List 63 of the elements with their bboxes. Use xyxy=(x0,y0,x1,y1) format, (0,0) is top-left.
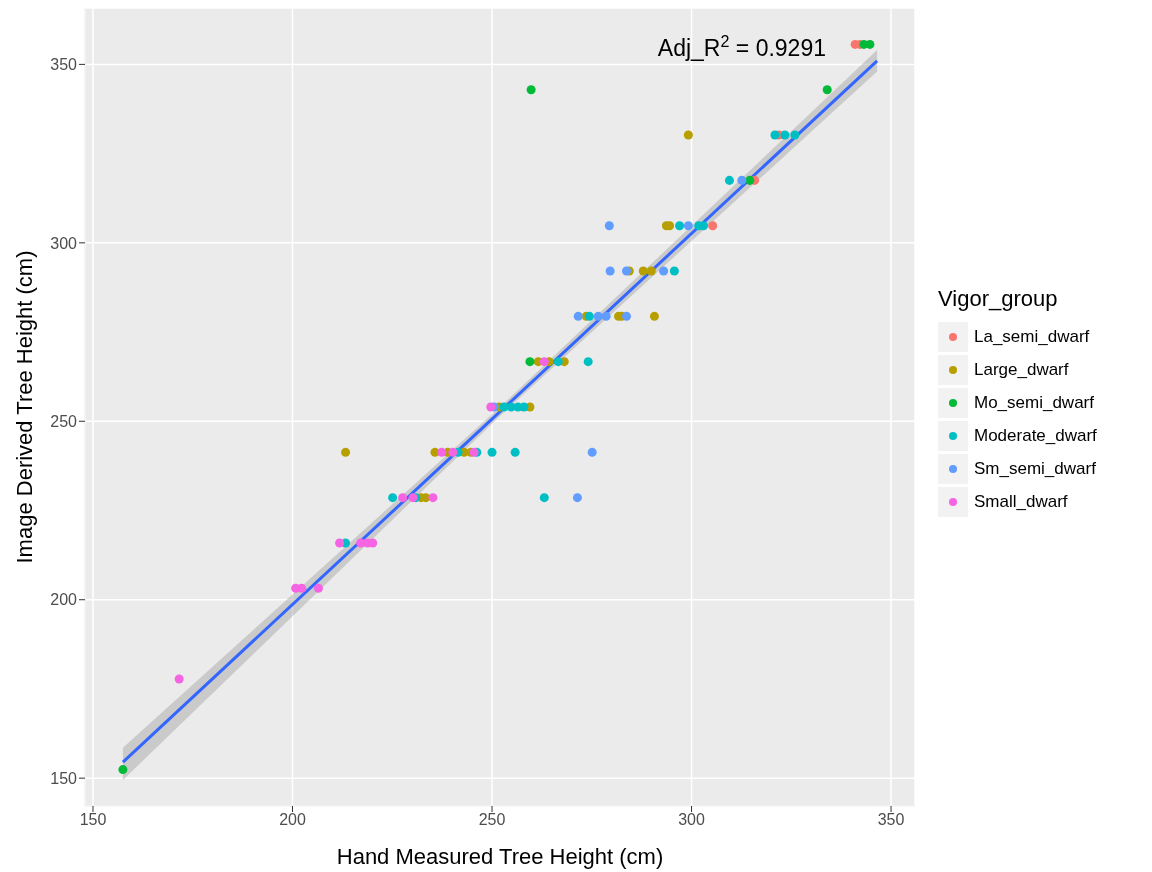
point xyxy=(649,311,659,321)
point xyxy=(519,402,529,412)
point xyxy=(388,493,398,503)
legend-label: La_semi_dwarf xyxy=(974,326,1090,347)
legend-label: Large_dwarf xyxy=(974,359,1069,380)
x-tick-label: 250 xyxy=(478,811,506,829)
point xyxy=(174,674,184,684)
legend-label: Mo_semi_dwarf xyxy=(974,392,1094,413)
x-axis-title: Hand Measured Tree Height (cm) xyxy=(336,844,664,869)
y-tick-label: 200 xyxy=(50,591,78,609)
point xyxy=(398,493,408,503)
point xyxy=(573,311,583,321)
point xyxy=(790,130,800,140)
point xyxy=(587,447,597,457)
point xyxy=(448,447,458,457)
legend-label: Sm_semi_dwarf xyxy=(974,458,1096,479)
point xyxy=(487,447,497,457)
point xyxy=(822,85,832,95)
point xyxy=(341,447,351,457)
y-axis-title: Image Derived Tree Height (cm) xyxy=(11,250,37,564)
point xyxy=(583,357,593,367)
point xyxy=(646,266,656,276)
point xyxy=(604,221,614,231)
x-tick-label: 200 xyxy=(279,811,306,829)
point xyxy=(770,130,780,140)
y-tick-label: 250 xyxy=(50,412,78,430)
point xyxy=(659,266,669,276)
point xyxy=(780,130,790,140)
point xyxy=(724,175,734,185)
x-tick-label: 350 xyxy=(877,811,905,829)
point xyxy=(593,311,603,321)
point xyxy=(737,175,747,185)
point xyxy=(683,221,693,231)
point xyxy=(601,311,611,321)
point xyxy=(708,221,718,231)
point xyxy=(297,583,307,593)
point xyxy=(745,175,755,185)
y-tick-label: 350 xyxy=(50,56,78,74)
legend-label: Small_dwarf xyxy=(974,491,1068,512)
point xyxy=(526,85,536,95)
point xyxy=(437,447,447,457)
point xyxy=(669,266,679,276)
y-tick-label: 300 xyxy=(50,234,78,252)
point xyxy=(335,538,345,548)
legend-title: Vigor_group xyxy=(938,286,1059,312)
point xyxy=(118,765,128,775)
point xyxy=(621,311,632,321)
point xyxy=(313,583,323,593)
y-tick-label: 150 xyxy=(50,769,78,787)
point xyxy=(683,130,693,140)
point xyxy=(675,221,685,231)
point xyxy=(605,266,615,276)
point xyxy=(572,493,582,503)
legend-label: Moderate_dwarf xyxy=(974,425,1097,446)
point xyxy=(510,447,520,457)
point xyxy=(539,357,549,367)
point xyxy=(553,357,563,367)
x-tick-label: 150 xyxy=(79,811,107,829)
point xyxy=(539,493,549,503)
point xyxy=(525,357,535,367)
point xyxy=(428,493,438,503)
annotation: Adj_R$^{2}$ = 0.9291 xyxy=(657,32,826,61)
x-tick-label: 300 xyxy=(678,811,705,829)
